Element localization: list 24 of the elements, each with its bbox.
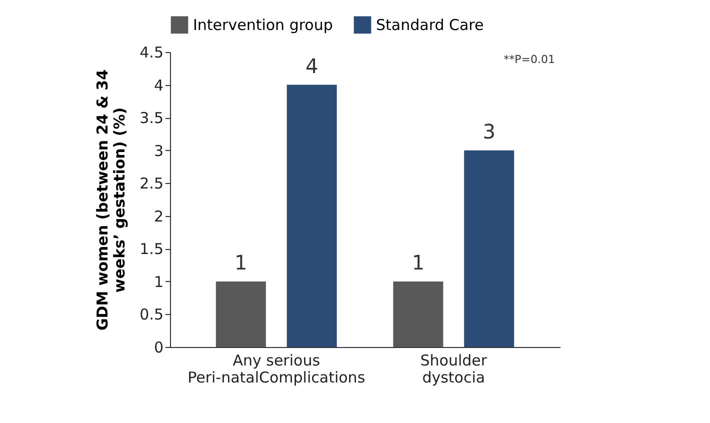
bar: [216, 281, 266, 347]
y-tick-label: 0.5: [140, 306, 164, 324]
data-label: 4: [305, 54, 318, 78]
legend-label: Intervention group: [193, 16, 333, 34]
bar: [393, 281, 444, 347]
y-tick-label: 3.5: [140, 109, 164, 128]
y-tick-label: 0: [154, 338, 164, 356]
y-tick-label: 1: [154, 272, 164, 291]
legend-label: Standard Care: [376, 16, 484, 34]
y-tick-label: 2.5: [140, 174, 164, 193]
y-tick-label: 2: [154, 207, 164, 226]
bar: [464, 150, 514, 347]
data-label: 1: [234, 250, 248, 274]
bar: [286, 84, 337, 347]
annotation: **P=0.01: [504, 53, 555, 66]
y-tick-label: 3: [154, 142, 164, 160]
data-label: 3: [482, 119, 496, 144]
x-tick-label: Any serious Peri-natalComplications: [188, 352, 366, 386]
y-tick-label: 4.5: [140, 44, 164, 62]
y-axis-title: GDM women (between 24 & 34 weeks’ gestation) (%): [94, 69, 129, 331]
y-tick-label: 1.5: [140, 240, 164, 258]
data-label: 1: [412, 250, 425, 274]
y-tick-label: 4: [154, 76, 164, 94]
x-tick-label: Shoulder dystocia: [420, 352, 488, 386]
